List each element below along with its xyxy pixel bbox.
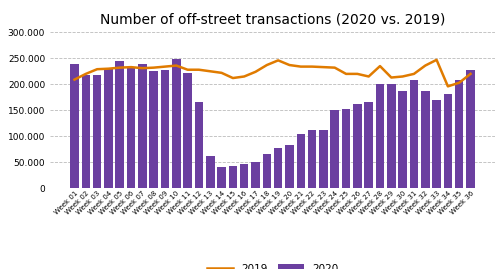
2019 xyxy=(332,66,338,69)
Bar xyxy=(70,64,78,188)
2019 xyxy=(128,66,134,69)
Bar xyxy=(138,64,146,188)
Bar xyxy=(432,100,441,188)
2019 xyxy=(208,70,214,73)
2019 xyxy=(434,58,440,61)
Bar xyxy=(410,80,418,188)
Bar xyxy=(150,71,158,188)
Bar xyxy=(127,67,136,188)
2019 xyxy=(106,67,112,70)
2019 xyxy=(218,71,224,75)
Bar xyxy=(240,164,248,188)
2019 xyxy=(264,63,270,67)
2019 xyxy=(400,75,406,78)
Bar xyxy=(228,167,237,188)
2019 xyxy=(411,72,417,76)
2019 xyxy=(252,70,258,73)
2019 xyxy=(174,64,180,67)
2019 xyxy=(184,68,190,71)
2019 xyxy=(309,65,315,68)
2019 xyxy=(94,68,100,71)
2019 xyxy=(366,75,372,78)
2019 xyxy=(150,66,156,69)
2019 xyxy=(422,64,428,67)
Bar xyxy=(296,134,305,188)
Bar xyxy=(455,80,464,188)
2019 xyxy=(468,72,473,76)
2019 xyxy=(377,65,383,68)
2019 xyxy=(343,72,349,76)
2019 xyxy=(140,66,145,70)
Bar xyxy=(206,156,214,188)
2019 xyxy=(354,72,360,76)
Bar xyxy=(184,73,192,188)
Bar xyxy=(444,94,452,188)
Legend: 2019, 2020: 2019, 2020 xyxy=(206,264,338,269)
Bar xyxy=(319,130,328,188)
2019 xyxy=(230,76,236,80)
2019 xyxy=(445,85,451,88)
Bar xyxy=(342,109,350,188)
Title: Number of off-street transactions (2020 vs. 2019): Number of off-street transactions (2020 … xyxy=(100,13,445,27)
2019 xyxy=(116,66,122,69)
Bar xyxy=(194,102,203,188)
Bar xyxy=(364,102,373,188)
Bar xyxy=(387,84,396,188)
Bar xyxy=(398,91,407,188)
2019 xyxy=(388,76,394,79)
Bar xyxy=(285,145,294,188)
2019 xyxy=(196,68,202,71)
Bar xyxy=(308,130,316,188)
2019 xyxy=(320,66,326,69)
Bar xyxy=(218,168,226,188)
2019 xyxy=(286,63,292,67)
2019 xyxy=(72,78,78,81)
Bar xyxy=(93,75,102,188)
Bar xyxy=(262,154,271,188)
Bar xyxy=(330,110,339,188)
2019 xyxy=(83,72,89,76)
Bar xyxy=(353,104,362,188)
Bar xyxy=(252,162,260,188)
2019 xyxy=(275,59,281,62)
Line: 2019: 2019 xyxy=(74,60,470,86)
Bar xyxy=(376,84,384,188)
2019 xyxy=(241,75,247,78)
Bar xyxy=(421,91,430,188)
2019 xyxy=(456,81,462,84)
Bar xyxy=(116,61,124,188)
Bar xyxy=(161,70,169,188)
2019 xyxy=(162,65,168,68)
Bar xyxy=(172,59,180,188)
2019 xyxy=(298,65,304,68)
Bar xyxy=(466,70,475,188)
Bar xyxy=(82,75,90,188)
Bar xyxy=(104,68,112,188)
Bar xyxy=(274,148,282,188)
